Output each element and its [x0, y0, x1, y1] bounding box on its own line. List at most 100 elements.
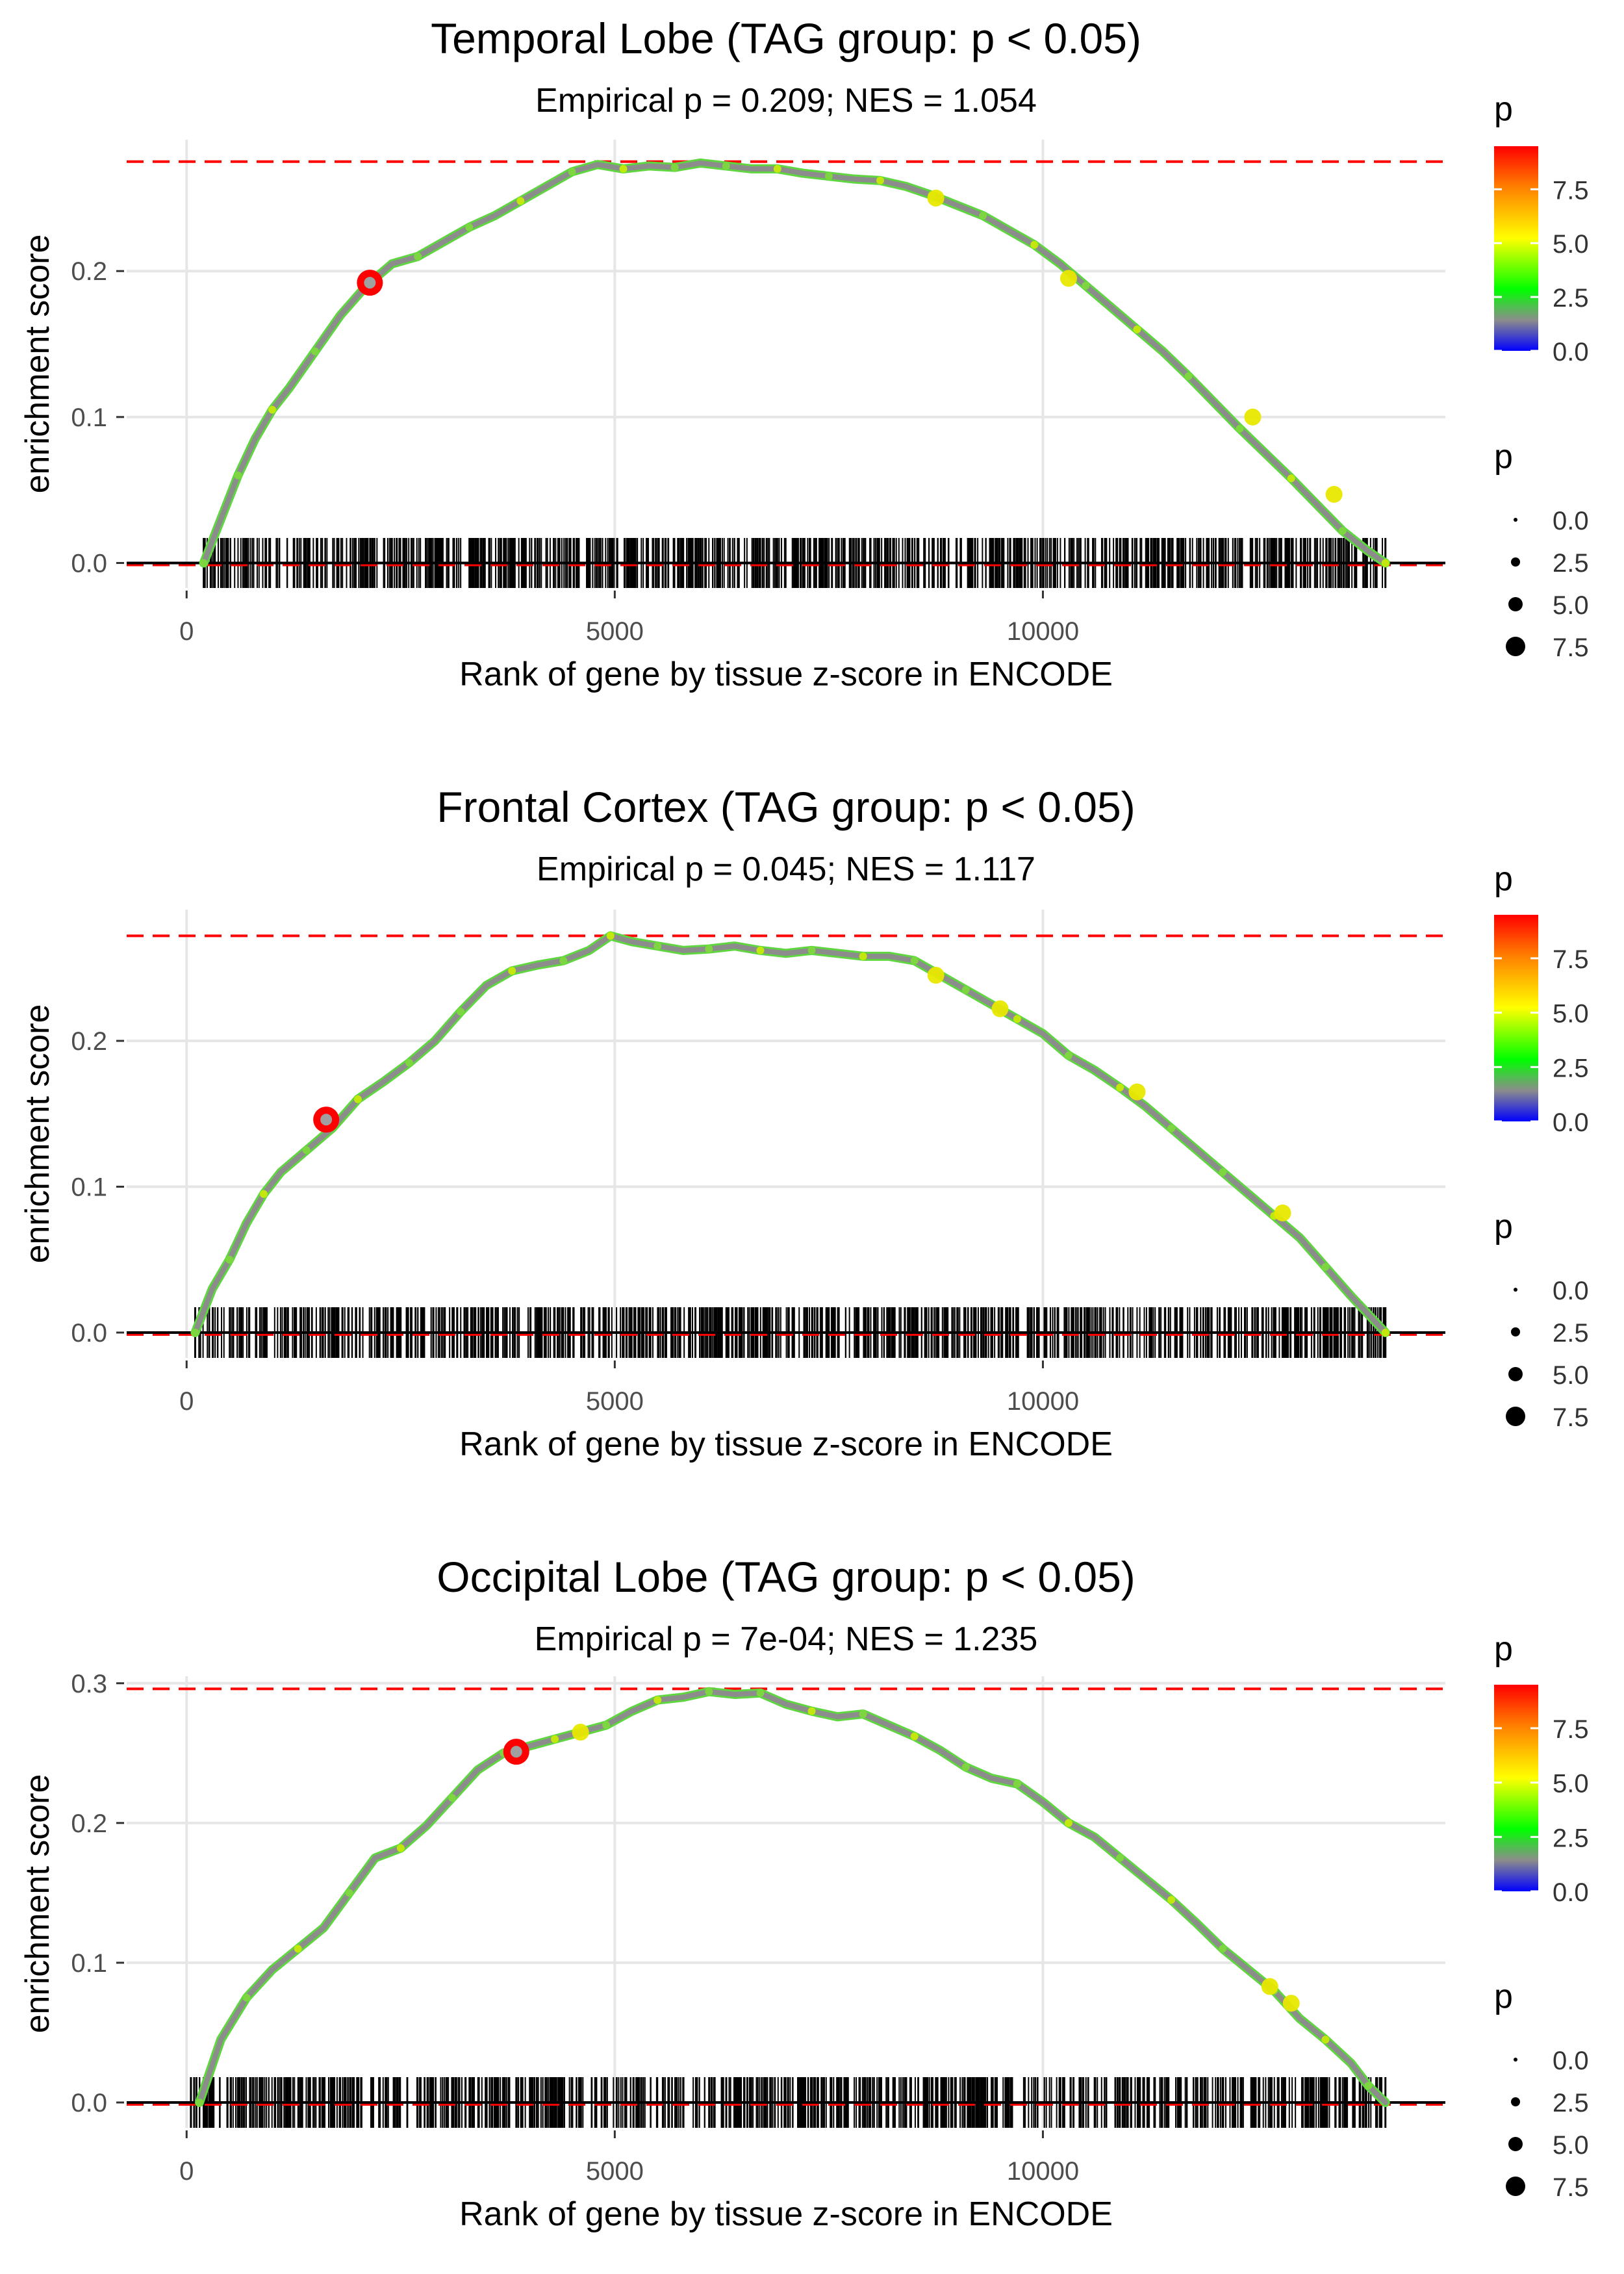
- y-tick-label: 0.1: [71, 1949, 107, 1978]
- panel-subtitle: Empirical p = 7e-04; NES = 1.235: [535, 1620, 1038, 1658]
- curve-point-highlight-core: [320, 1114, 333, 1126]
- curve-point-highlight-core: [364, 277, 376, 289]
- curve-point: [1321, 2036, 1330, 2044]
- y-tick-label: 0.2: [71, 257, 107, 286]
- curve-point: [311, 347, 319, 355]
- color-legend-title: p: [1494, 1630, 1513, 1668]
- color-legend-title: p: [1494, 90, 1513, 128]
- curve-point-yellow: [1274, 1204, 1291, 1221]
- color-legend-title: p: [1494, 860, 1513, 898]
- size-legend-label: 0.0: [1553, 2047, 1589, 2075]
- curve-point: [1184, 372, 1193, 380]
- size-legend: p 0.0 2.5 5.0 7.5: [1494, 1208, 1589, 1432]
- curve-point-highlight-core: [510, 1746, 522, 1758]
- size-legend-label: 5.0: [1553, 1361, 1589, 1390]
- curve-point: [345, 1889, 353, 1897]
- size-legend: p 0.0 2.5 5.0 7.5: [1494, 1978, 1589, 2202]
- curve-point: [705, 945, 713, 953]
- curve-point: [606, 932, 615, 940]
- y-tick-label: 0.1: [71, 1173, 107, 1202]
- curve-point: [465, 223, 474, 231]
- curve-point: [1133, 326, 1141, 334]
- size-legend: p 0.0 2.5 5.0 7.5: [1494, 438, 1589, 662]
- size-legend-dot: [1508, 2137, 1523, 2151]
- plot-area: 0 5000 10000 0.0 0.1 0.2: [71, 140, 1445, 646]
- curve-point: [1321, 1262, 1330, 1271]
- size-legend-label: 7.5: [1553, 2173, 1589, 2202]
- curve-point: [516, 197, 525, 205]
- size-legend-label: 0.0: [1553, 1277, 1589, 1305]
- curve-point: [225, 1255, 234, 1264]
- colorbar: [1494, 1685, 1538, 1891]
- size-legend-dot: [1511, 2097, 1520, 2106]
- plot-area: 0 5000 10000 0.0 0.1 0.2 0.3: [71, 1670, 1445, 2186]
- curve-point: [234, 471, 242, 479]
- curve-point: [653, 1696, 662, 1704]
- size-legend-dot: [1514, 518, 1517, 522]
- size-legend-dot: [1506, 2177, 1525, 2196]
- curve-point: [457, 1008, 465, 1016]
- curve-point-yellow: [572, 1724, 589, 1741]
- curve-point: [670, 163, 679, 172]
- curve-point: [1116, 1083, 1124, 1092]
- panel-frontal-cortex: Frontal Cortex (TAG group: p < 0.05) Emp…: [19, 783, 1589, 1463]
- x-axis-label: Rank of gene by tissue z-score in ENCODE: [459, 1425, 1113, 1463]
- curve-point: [1030, 240, 1039, 249]
- size-legend-dot: [1514, 2058, 1517, 2062]
- curve-point: [807, 1707, 816, 1715]
- colorbar-tick-label: 0.0: [1553, 1108, 1589, 1137]
- color-legend: p 0.0 2.5 5.0 7.5: [1494, 860, 1589, 1137]
- curve-point-yellow: [1128, 1083, 1146, 1101]
- curve-point: [910, 956, 919, 965]
- size-legend-dot: [1508, 597, 1523, 611]
- curve-point: [191, 1329, 199, 1336]
- x-tick-label: 5000: [586, 617, 644, 646]
- panel-subtitle: Empirical p = 0.045; NES = 1.117: [537, 850, 1035, 888]
- color-legend: p 0.0 2.5 5.0 7.5: [1494, 90, 1589, 366]
- curve-point: [1219, 1945, 1227, 1953]
- curve-point: [807, 946, 816, 954]
- colorbar-tick-label: 0.0: [1553, 1878, 1589, 1907]
- x-axis-label: Rank of gene by tissue z-score in ENCODE: [459, 656, 1113, 693]
- curve-point: [756, 946, 765, 954]
- size-legend-label: 0.0: [1553, 507, 1589, 535]
- colorbar-tick-label: 5.0: [1553, 230, 1589, 259]
- enrichment-curve: [197, 1689, 1388, 2105]
- curve-point: [1065, 1051, 1072, 1060]
- y-tick-label: 0.1: [71, 403, 107, 432]
- x-tick-label: 5000: [586, 1387, 644, 1416]
- enrichment-curve-glow: [195, 1687, 1390, 2107]
- curve-point: [653, 942, 662, 951]
- curve-point: [705, 1687, 713, 1696]
- size-legend-label: 2.5: [1553, 2089, 1589, 2117]
- colorbar-tick-label: 2.5: [1553, 284, 1589, 313]
- size-legend-dot: [1508, 1367, 1523, 1381]
- curve-point: [1013, 1015, 1021, 1023]
- x-tick-label: 10000: [1007, 2157, 1079, 2186]
- curve-point: [551, 1735, 559, 1743]
- size-legend-title: p: [1494, 1978, 1513, 2015]
- colorbar-tick-label: 2.5: [1553, 1824, 1589, 1852]
- curve-point: [242, 1993, 251, 2002]
- curve-point: [448, 1794, 456, 1802]
- x-tick-label: 0: [179, 1387, 194, 1416]
- curve-point: [353, 1095, 362, 1103]
- curve-point: [722, 162, 730, 170]
- x-tick-label: 0: [179, 617, 194, 646]
- curve-point: [1287, 474, 1295, 483]
- curve-point: [268, 405, 277, 414]
- enrichment-curve: [201, 160, 1388, 566]
- curve-point: [405, 1058, 413, 1067]
- curve-point: [1167, 1896, 1176, 1904]
- size-legend-label: 2.5: [1553, 549, 1589, 578]
- colorbar-tick-label: 7.5: [1553, 1715, 1589, 1744]
- gene-barcode: [190, 2077, 1387, 2128]
- panel-subtitle: Empirical p = 0.209; NES = 1.054: [535, 82, 1037, 120]
- curve-point: [1236, 424, 1244, 433]
- panel-occipital-lobe: Occipital Lobe (TAG group: p < 0.05) Emp…: [19, 1553, 1589, 2233]
- curve-point: [876, 176, 884, 185]
- y-tick-label: 0.3: [71, 1670, 107, 1698]
- curve-point: [302, 1146, 311, 1155]
- curve-point: [1364, 2082, 1373, 2090]
